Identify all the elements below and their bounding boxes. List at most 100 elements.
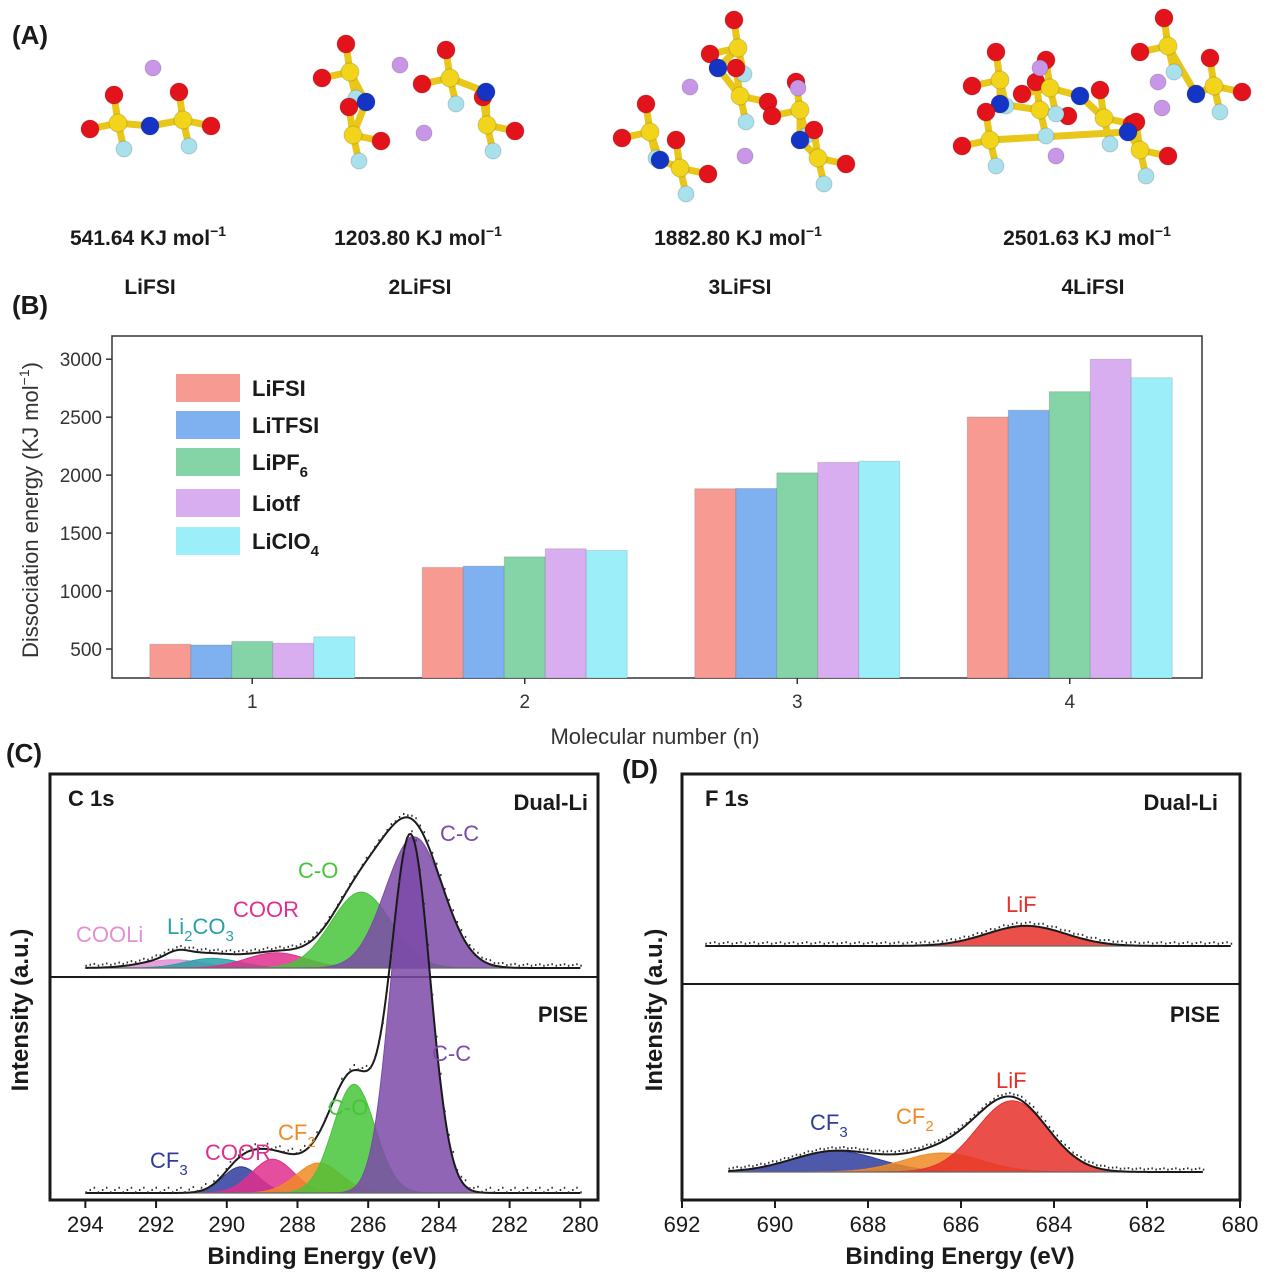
structure-name-3: 3LiFSI [708, 276, 771, 299]
b-ytick-label: 2500 [60, 408, 102, 429]
bar-liotf-n4 [1089, 358, 1132, 679]
atom-f [815, 175, 833, 193]
d-xlabel: Binding Energy (eV) [845, 1243, 1074, 1270]
molecule-bond [1164, 42, 1200, 98]
atom-o [724, 10, 744, 30]
c-label-coor-top: COOR [233, 897, 299, 922]
atom-li [1153, 99, 1171, 117]
panel-label-c: (C) [6, 738, 42, 768]
bar-liclo4-n4 [1130, 377, 1173, 679]
c-label-cc-bottom: C-C [432, 1041, 471, 1066]
energy-label-1: 541.64 KJ mol−1 [70, 223, 226, 250]
d-title: F 1s [705, 786, 749, 811]
legend-item-lipf6: LiPF6 [176, 448, 308, 481]
atom-li [144, 59, 162, 77]
b-xtick-label: 4 [1064, 692, 1075, 713]
d-label-lif-top: LiF [1006, 892, 1037, 917]
c-envelope-0 [85, 816, 581, 969]
atom-o [762, 106, 782, 126]
c-plot-frame [48, 772, 600, 1202]
atom-li [681, 78, 699, 96]
d-xtick-label: 688 [850, 1212, 887, 1237]
b-xtick-label: 2 [519, 692, 530, 713]
structure-name-4: 4LiFSI [1061, 276, 1124, 299]
atom-o [505, 121, 525, 141]
d-xtick-label: 692 [664, 1212, 701, 1237]
atom-n [1186, 84, 1206, 104]
atom-s [1030, 100, 1050, 120]
atom-o [836, 154, 856, 174]
energy-label-2: 1203.80 KJ mol−1 [334, 223, 502, 250]
atom-s [670, 158, 690, 178]
structure-3: 1882.80 KJ mol−1 3LiFSI [654, 223, 822, 299]
atom-f [1101, 135, 1119, 153]
c-xtick-label: 282 [491, 1212, 528, 1237]
c-xtick-label: 290 [208, 1212, 245, 1237]
d-top-sample-label: Dual-Li [1143, 790, 1218, 815]
bar-lipf6-n2 [503, 556, 546, 679]
d-xtick-label: 686 [943, 1212, 980, 1237]
atom-li [391, 56, 409, 74]
c-xtick-label: 280 [562, 1212, 599, 1237]
atom-n [1070, 86, 1090, 106]
atom-o [312, 68, 332, 88]
atom-s [1094, 108, 1114, 128]
atom-s [730, 86, 750, 106]
atom-s [808, 148, 828, 168]
atom-n [650, 150, 670, 170]
atom-o [1090, 80, 1110, 100]
c-ylabel: Intensity (a.u.) [7, 929, 34, 1092]
atom-f [180, 137, 198, 155]
c-xtick-label: 294 [67, 1212, 104, 1237]
bar-liotf-n2 [544, 548, 587, 679]
atom-o [412, 74, 432, 94]
atom-o [976, 102, 996, 122]
atom-o [1158, 146, 1178, 166]
legend-label-liotf: Liotf [252, 491, 300, 516]
bar-lifsi-n2 [421, 566, 464, 679]
atom-o [436, 40, 456, 60]
b-plot-frame [111, 335, 1203, 679]
atom-o [371, 131, 391, 151]
atom-s [440, 68, 460, 88]
atom-li [789, 79, 807, 97]
d-xtick-label: 682 [1129, 1212, 1166, 1237]
panel-label-d: (D) [622, 754, 658, 784]
c-label-co-bottom: C-O [328, 1095, 368, 1120]
c-xtick-label: 284 [421, 1212, 458, 1237]
bar-liclo4-n1 [313, 636, 356, 679]
bar-litfsi-n2 [462, 565, 505, 679]
legend-swatch-liclo4 [176, 527, 240, 555]
atom-f [1137, 167, 1155, 185]
c-label-co-top: C-O [298, 858, 338, 883]
atom-o [339, 97, 359, 117]
b-xtick-label: 3 [792, 692, 803, 713]
d-peak-lif-0 [705, 925, 1231, 947]
bar-lifsi-n3 [694, 488, 737, 679]
bar-litfsi-n3 [735, 487, 778, 679]
atom-f [1211, 103, 1229, 121]
atom-o [80, 119, 100, 139]
d-label-lif-bottom: LiF [996, 1068, 1027, 1093]
atom-o [636, 94, 656, 114]
atom-n [790, 130, 810, 150]
d-bottom-sample-label: PISE [1170, 1002, 1220, 1027]
atom-f [484, 142, 502, 160]
structure-name-1: LiFSI [124, 276, 175, 299]
bar-liclo4-n2 [585, 549, 628, 679]
legend-swatch-liotf [176, 489, 240, 517]
atom-o [104, 85, 124, 105]
energy-label-3: 1882.80 KJ mol−1 [654, 223, 822, 250]
c-label-cooli: COOLi [76, 922, 143, 947]
atom-o [1200, 48, 1220, 68]
panel-label-a: (A) [12, 20, 48, 50]
d-xtick-label: 690 [757, 1212, 794, 1237]
atom-n [140, 116, 160, 136]
bar-lipf6-n3 [776, 472, 819, 679]
b-legend: LiFSI LiTFSI LiPF6 Liotf LiClO4 [176, 374, 320, 560]
atom-o [1232, 82, 1252, 102]
b-ytick-label: 2000 [60, 466, 102, 487]
d-xtick-label: 684 [1036, 1212, 1073, 1237]
bar-liclo4-n3 [858, 460, 901, 679]
atom-li [415, 124, 433, 142]
